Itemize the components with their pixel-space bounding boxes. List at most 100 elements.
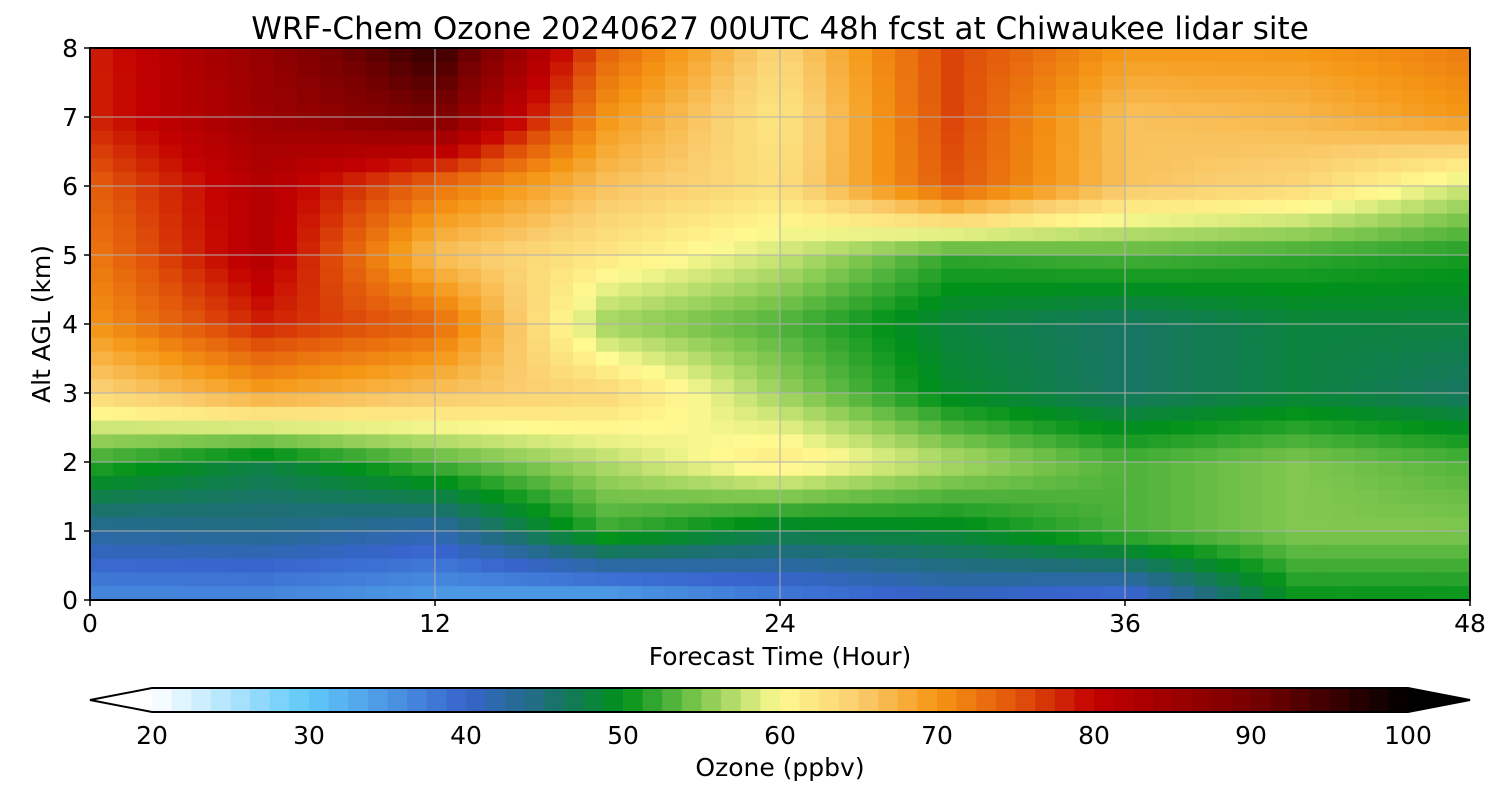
heatmap-cell (1378, 337, 1402, 353)
heatmap-cell (1125, 48, 1149, 63)
heatmap-cell (1148, 241, 1172, 256)
heatmap-cell (1010, 406, 1034, 422)
heatmap-cell (251, 310, 275, 325)
heatmap-cell (642, 517, 666, 532)
heatmap-cell (159, 462, 183, 477)
heatmap-cell (711, 337, 735, 353)
heatmap-cell (1378, 586, 1402, 601)
heatmap-cell (619, 310, 643, 325)
heatmap-cell (619, 144, 643, 159)
heatmap-cell (872, 448, 896, 463)
heatmap-cell (642, 379, 666, 394)
heatmap-cell (1217, 172, 1241, 187)
heatmap-cell (1447, 310, 1471, 325)
heatmap-cell (1286, 558, 1310, 573)
heatmap-cell (1286, 517, 1310, 532)
heatmap-cell (1171, 186, 1195, 201)
heatmap-cell (1194, 89, 1218, 104)
heatmap-cell (435, 475, 459, 491)
heatmap-cell (113, 365, 137, 380)
heatmap-cell (366, 48, 390, 63)
heatmap-cell (619, 434, 643, 449)
heatmap-cell (343, 351, 367, 366)
heatmap-cell (251, 199, 275, 215)
heatmap-cell (205, 199, 229, 215)
heatmap-cell (642, 544, 666, 560)
heatmap-cell (159, 351, 183, 366)
heatmap-cell (228, 393, 252, 408)
heatmap-cell (964, 103, 988, 118)
colorbar-tick-label: 90 (1235, 721, 1267, 750)
colorbar-tick-label: 20 (136, 721, 168, 750)
heatmap-cell (872, 255, 896, 270)
heatmap-cell (918, 393, 942, 408)
heatmap-cell (642, 572, 666, 587)
heatmap-cell (1401, 75, 1425, 90)
heatmap-cell (412, 434, 436, 449)
heatmap-cell (504, 48, 528, 63)
heatmap-cell (642, 558, 666, 573)
heatmap-cell (688, 379, 712, 394)
heatmap-cell (1033, 324, 1057, 339)
heatmap-cell (1447, 296, 1471, 311)
heatmap-cell (159, 324, 183, 339)
heatmap-cell (481, 310, 505, 325)
heatmap-cell (481, 282, 505, 297)
heatmap-cell (343, 103, 367, 118)
heatmap-cell (274, 296, 298, 311)
heatmap-cell (665, 489, 689, 504)
heatmap-cell (1194, 324, 1218, 339)
heatmap-cell (1240, 282, 1264, 297)
heatmap-cell (642, 48, 666, 63)
heatmap-cell (619, 158, 643, 173)
heatmap-cell (228, 351, 252, 366)
heatmap-cell (435, 296, 459, 311)
heatmap-cell (1263, 117, 1287, 132)
colorbar-segment (937, 688, 958, 712)
heatmap-cell (251, 89, 275, 104)
heatmap-cell (688, 227, 712, 242)
heatmap-cell (90, 48, 114, 63)
heatmap-cell (1079, 255, 1103, 270)
heatmap-cell (918, 544, 942, 560)
heatmap-cell (964, 503, 988, 518)
heatmap-cell (1240, 365, 1264, 380)
heatmap-cell (918, 144, 942, 159)
heatmap-cell (987, 531, 1011, 546)
colorbar-segment (995, 688, 1017, 712)
heatmap-cell (1033, 420, 1057, 435)
heatmap-cell (343, 117, 367, 132)
heatmap-cell (251, 379, 275, 394)
heatmap-cell (343, 503, 367, 518)
heatmap-cell (1424, 420, 1448, 435)
heatmap-cell (780, 462, 804, 477)
heatmap-cell (1079, 48, 1103, 63)
heatmap-cell (711, 462, 735, 477)
heatmap-cell (1286, 282, 1310, 297)
heatmap-cell (389, 48, 413, 63)
heatmap-cell (1125, 75, 1149, 90)
heatmap-cell (619, 420, 643, 435)
heatmap-cell (803, 448, 827, 463)
heatmap-cell (366, 75, 390, 90)
heatmap-cell (274, 462, 298, 477)
heatmap-cell (803, 324, 827, 339)
heatmap-cell (527, 462, 551, 477)
heatmap-cell (297, 324, 321, 339)
heatmap-cell (251, 337, 275, 353)
heatmap-cell (1056, 48, 1080, 63)
heatmap-cell (780, 544, 804, 560)
heatmap-cell (1102, 48, 1126, 63)
heatmap-cell (1332, 572, 1356, 587)
heatmap-cell (711, 420, 735, 435)
heatmap-cell (435, 324, 459, 339)
heatmap-cell (1125, 517, 1149, 532)
heatmap-cell (918, 213, 942, 228)
heatmap-cell (435, 144, 459, 159)
heatmap-cell (1309, 586, 1333, 601)
heatmap-cell (941, 544, 965, 560)
heatmap-cell (1033, 296, 1057, 311)
heatmap-cell (481, 406, 505, 422)
heatmap-cell (1056, 268, 1080, 284)
heatmap-cell (458, 130, 482, 146)
